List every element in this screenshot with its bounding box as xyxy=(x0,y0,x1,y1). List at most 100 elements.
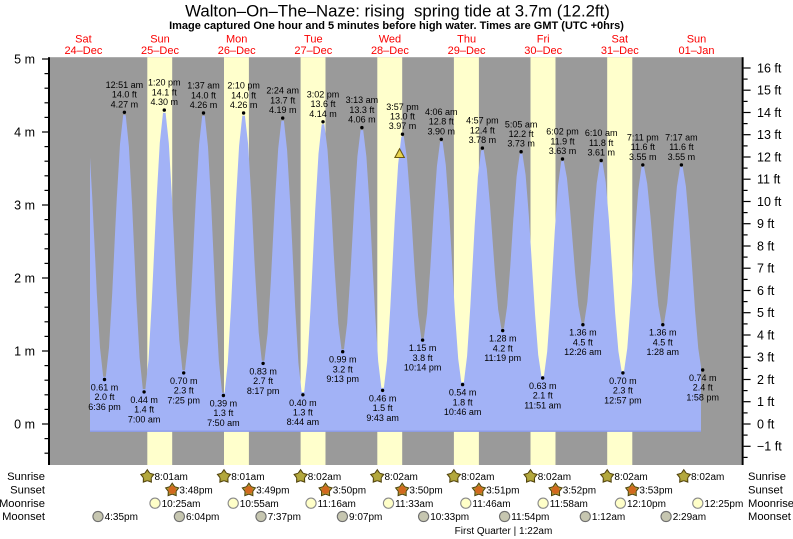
svg-text:12:10pm: 12:10pm xyxy=(627,499,666,510)
svg-text:3:50pm: 3:50pm xyxy=(333,486,366,497)
svg-text:13.0 ft: 13.0 ft xyxy=(390,112,416,122)
svg-text:13.3 ft: 13.3 ft xyxy=(349,105,375,115)
svg-text:1.8 ft: 1.8 ft xyxy=(453,397,474,407)
svg-text:3.61 m: 3.61 m xyxy=(587,148,615,158)
svg-text:2:10 pm: 2:10 pm xyxy=(227,81,260,91)
svg-text:5:05 am: 5:05 am xyxy=(505,119,538,129)
svg-text:Moonrise: Moonrise xyxy=(748,498,793,510)
svg-text:Thu: Thu xyxy=(457,34,476,46)
svg-text:28–Dec: 28–Dec xyxy=(371,45,409,57)
svg-text:1.3 ft: 1.3 ft xyxy=(293,408,314,418)
svg-text:4.26 m: 4.26 m xyxy=(190,100,218,110)
svg-text:8 ft: 8 ft xyxy=(757,239,775,253)
svg-text:Moonrise: Moonrise xyxy=(0,498,45,510)
svg-text:2:24 am: 2:24 am xyxy=(266,86,299,96)
svg-text:26–Dec: 26–Dec xyxy=(218,45,256,57)
svg-text:8:02am: 8:02am xyxy=(614,472,647,483)
svg-text:1.15 m: 1.15 m xyxy=(409,343,437,353)
svg-text:Sunset: Sunset xyxy=(10,485,46,497)
svg-text:Sun: Sun xyxy=(687,34,707,46)
svg-text:14.0 ft: 14.0 ft xyxy=(231,90,257,100)
svg-text:9:07pm: 9:07pm xyxy=(349,512,382,523)
svg-text:11 ft: 11 ft xyxy=(757,173,781,187)
svg-text:4 m: 4 m xyxy=(14,125,35,139)
svg-text:6:04pm: 6:04pm xyxy=(186,512,219,523)
svg-text:4.27 m: 4.27 m xyxy=(111,99,139,109)
svg-text:Moonset: Moonset xyxy=(748,511,792,523)
svg-text:First Quarter | 1:22am: First Quarter | 1:22am xyxy=(455,526,553,537)
svg-text:01–Jan: 01–Jan xyxy=(678,45,714,57)
svg-text:13.6 ft: 13.6 ft xyxy=(310,99,336,109)
svg-text:4.30 m: 4.30 m xyxy=(151,97,179,107)
svg-text:3.63 m: 3.63 m xyxy=(549,146,577,156)
svg-text:10:25am: 10:25am xyxy=(162,499,201,510)
svg-text:11:33am: 11:33am xyxy=(395,499,433,510)
svg-text:10:14 pm: 10:14 pm xyxy=(404,362,442,372)
svg-text:10:46 am: 10:46 am xyxy=(444,407,482,417)
svg-text:4.14 m: 4.14 m xyxy=(309,109,337,119)
svg-text:11.6 ft: 11.6 ft xyxy=(631,142,656,152)
svg-text:4.19 m: 4.19 m xyxy=(269,105,297,115)
svg-text:Moonset: Moonset xyxy=(2,511,46,523)
svg-text:4.06 m: 4.06 m xyxy=(348,115,376,125)
svg-text:3.55 m: 3.55 m xyxy=(629,152,657,162)
svg-text:3 ft: 3 ft xyxy=(757,351,775,365)
svg-text:0.40 m: 0.40 m xyxy=(289,398,317,408)
svg-text:3:52pm: 3:52pm xyxy=(563,486,596,497)
svg-text:0.44 m: 0.44 m xyxy=(130,395,158,405)
svg-text:0.70 m: 0.70 m xyxy=(609,376,637,386)
svg-text:7:11 pm: 7:11 pm xyxy=(627,133,659,143)
svg-text:Sun: Sun xyxy=(150,34,170,46)
svg-text:1.28 m: 1.28 m xyxy=(489,334,517,344)
svg-text:31–Dec: 31–Dec xyxy=(601,45,639,57)
svg-text:2.0 ft: 2.0 ft xyxy=(94,392,115,402)
svg-text:7:37pm: 7:37pm xyxy=(268,512,301,523)
svg-text:−1 ft: −1 ft xyxy=(757,440,782,454)
svg-text:5 ft: 5 ft xyxy=(757,306,775,320)
svg-text:2.1 ft: 2.1 ft xyxy=(533,391,554,401)
svg-text:2.7 ft: 2.7 ft xyxy=(253,376,274,386)
svg-text:8:01am: 8:01am xyxy=(231,472,264,483)
svg-text:Fri: Fri xyxy=(537,34,550,46)
svg-text:Wed: Wed xyxy=(379,34,401,46)
svg-text:15 ft: 15 ft xyxy=(757,84,782,98)
svg-text:4.2 ft: 4.2 ft xyxy=(493,343,514,353)
svg-text:4:06 am: 4:06 am xyxy=(425,107,458,117)
svg-text:0.74 m: 0.74 m xyxy=(689,373,717,383)
svg-text:0.46 m: 0.46 m xyxy=(369,393,397,403)
svg-text:2.3 ft: 2.3 ft xyxy=(174,386,195,396)
svg-text:2 m: 2 m xyxy=(14,271,35,285)
svg-text:3.97 m: 3.97 m xyxy=(389,121,417,131)
svg-text:14.0 ft: 14.0 ft xyxy=(191,90,217,100)
svg-text:0.83 m: 0.83 m xyxy=(249,366,277,376)
svg-text:Sat: Sat xyxy=(75,34,92,46)
svg-text:16 ft: 16 ft xyxy=(757,61,782,75)
svg-text:1.4 ft: 1.4 ft xyxy=(134,405,155,415)
svg-text:14.0 ft: 14.0 ft xyxy=(112,90,138,100)
svg-text:0.61 m: 0.61 m xyxy=(91,383,119,393)
svg-text:11.6 ft: 11.6 ft xyxy=(669,142,694,152)
svg-text:Sunrise: Sunrise xyxy=(7,471,45,483)
svg-text:1.36 m: 1.36 m xyxy=(649,328,677,338)
svg-text:27–Dec: 27–Dec xyxy=(294,45,332,57)
svg-text:13.7 ft: 13.7 ft xyxy=(270,95,296,105)
svg-text:Mon: Mon xyxy=(226,34,247,46)
svg-text:1.3 ft: 1.3 ft xyxy=(213,408,234,418)
svg-text:Sunrise: Sunrise xyxy=(748,471,786,483)
svg-text:4:57 pm: 4:57 pm xyxy=(466,116,499,126)
svg-text:1:12am: 1:12am xyxy=(592,512,625,523)
svg-text:4.5 ft: 4.5 ft xyxy=(653,337,674,347)
svg-text:4.26 m: 4.26 m xyxy=(230,100,258,110)
svg-text:25–Dec: 25–Dec xyxy=(141,45,179,57)
svg-text:12.4 ft: 12.4 ft xyxy=(470,125,496,135)
svg-text:2 ft: 2 ft xyxy=(757,373,775,387)
svg-text:6 ft: 6 ft xyxy=(757,284,775,298)
svg-text:0 m: 0 m xyxy=(14,417,35,431)
svg-text:1:28 am: 1:28 am xyxy=(647,347,680,357)
svg-text:12:51 am: 12:51 am xyxy=(106,80,144,90)
svg-text:3:51pm: 3:51pm xyxy=(486,486,519,497)
svg-text:8:44 am: 8:44 am xyxy=(287,417,320,427)
svg-text:24–Dec: 24–Dec xyxy=(64,45,102,57)
svg-text:12:57 pm: 12:57 pm xyxy=(604,395,642,405)
svg-text:7:25 pm: 7:25 pm xyxy=(167,395,200,405)
